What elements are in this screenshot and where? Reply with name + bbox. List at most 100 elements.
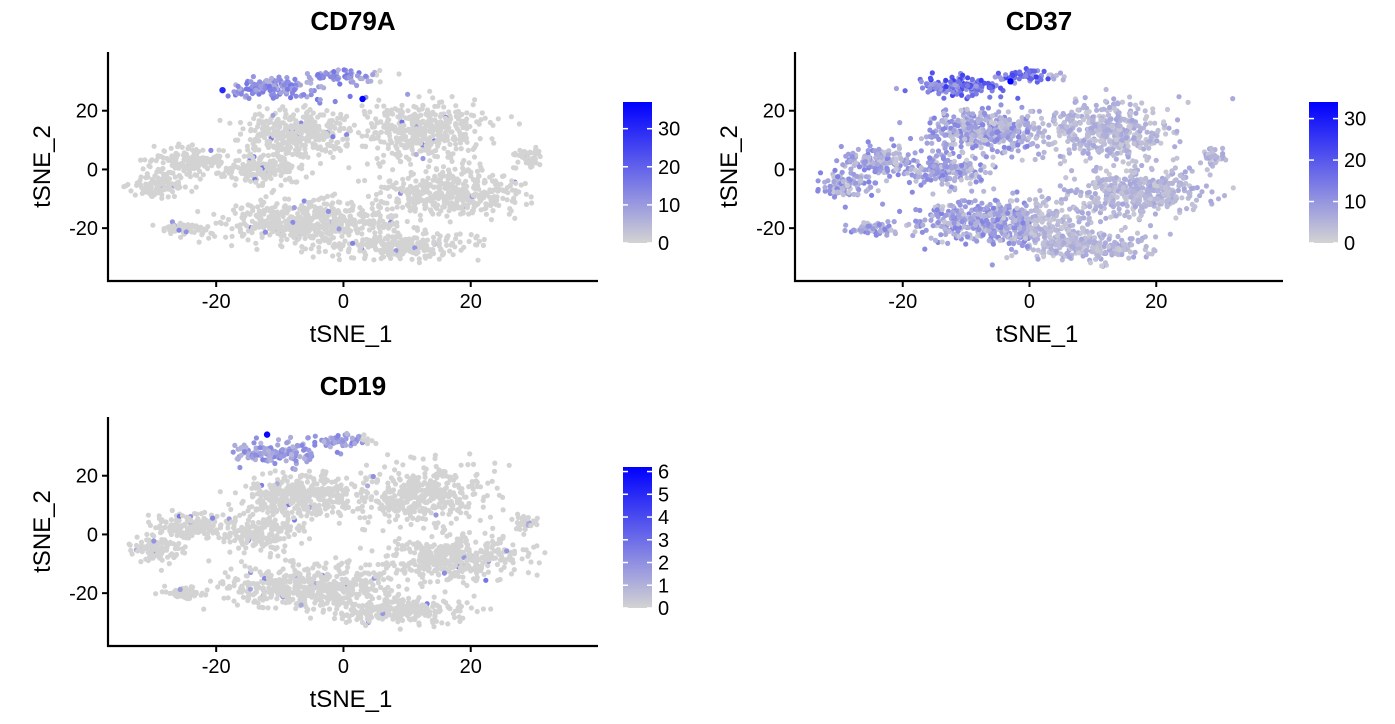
cell-point (247, 121, 253, 127)
cell-point (1164, 106, 1171, 113)
cell-point (422, 202, 428, 208)
peak-point (219, 86, 226, 94)
cell-point (286, 117, 292, 123)
cell-point (975, 118, 981, 125)
cell-point (380, 222, 386, 229)
cell-point (142, 157, 148, 163)
cell-point (454, 197, 460, 203)
cell-point (914, 223, 920, 229)
colorbar-tick-label: 20 (658, 157, 680, 179)
cell-point (375, 145, 381, 151)
cell-point (1152, 120, 1158, 126)
cell-point (994, 129, 1001, 135)
cell-point (329, 74, 336, 80)
cell-point (315, 132, 321, 138)
cell-point (364, 161, 370, 167)
cell-point (843, 153, 849, 159)
cell-point (426, 150, 432, 156)
cell-point (377, 119, 383, 125)
cell-point (930, 191, 936, 197)
cell-point (269, 189, 275, 196)
cell-point (942, 226, 948, 232)
cell-point (377, 67, 383, 74)
cell-point (440, 204, 446, 210)
cell-point (370, 72, 376, 78)
cell-point (244, 81, 250, 87)
cell-point (1176, 183, 1182, 189)
cell-point (1102, 98, 1109, 104)
cell-point (436, 183, 443, 189)
cell-point (358, 243, 365, 249)
cell-point (208, 147, 214, 153)
cell-point (244, 223, 250, 229)
cell-point (121, 184, 127, 190)
cell-point (1179, 195, 1185, 201)
cell-point (825, 178, 831, 184)
cell-point (290, 151, 296, 158)
cell-point (1143, 175, 1149, 181)
cell-point (324, 132, 330, 138)
cell-point (957, 202, 963, 208)
cell-point (337, 199, 343, 205)
cell-point (1108, 214, 1114, 220)
cell-point (1058, 200, 1065, 206)
cell-point (950, 136, 956, 142)
cell-point (468, 112, 475, 118)
cell-point (471, 200, 477, 206)
cell-point (423, 169, 429, 175)
cell-point (385, 241, 391, 247)
cell-point (1014, 197, 1020, 203)
cell-point (1037, 203, 1043, 209)
cell-point (134, 180, 140, 186)
cell-point (1038, 115, 1045, 121)
cell-point (428, 198, 434, 204)
cell-point (494, 184, 500, 190)
cell-point (501, 173, 507, 179)
cell-point (302, 235, 308, 241)
cell-point (906, 221, 912, 227)
cell-point (381, 139, 387, 145)
cell-point (981, 188, 987, 194)
cell-point (235, 83, 241, 89)
cell-point (1126, 161, 1132, 167)
cell-point (377, 229, 383, 235)
cell-point (1109, 123, 1115, 129)
cell-point (1097, 165, 1103, 171)
cell-point (1166, 125, 1172, 131)
cell-point (289, 125, 295, 131)
cell-point (237, 226, 243, 232)
cell-point (282, 177, 288, 183)
cell-point (1087, 204, 1093, 210)
cell-point (305, 213, 311, 219)
cell-point (1164, 204, 1170, 210)
cell-point (368, 238, 374, 244)
cell-point (230, 207, 237, 213)
cell-point (416, 260, 422, 266)
cell-point (1154, 188, 1160, 194)
cell-point (1040, 120, 1046, 127)
cell-point (282, 203, 288, 209)
cell-point (1187, 190, 1193, 196)
cell-point (241, 153, 247, 159)
cell-point (965, 83, 971, 89)
cell-point (907, 135, 914, 142)
cell-point (1032, 156, 1038, 163)
cell-point (1126, 214, 1132, 220)
cell-point (1125, 154, 1131, 160)
cell-point (466, 238, 472, 245)
cell-point (488, 202, 494, 209)
cell-point (377, 238, 383, 244)
cell-point (1103, 86, 1109, 93)
cell-point (863, 188, 869, 194)
cell-point (996, 201, 1002, 207)
cell-point (924, 140, 930, 146)
cell-point (164, 177, 170, 183)
cell-point (471, 204, 477, 210)
cell-point (381, 152, 387, 158)
cell-point (168, 145, 174, 151)
cell-point (317, 97, 323, 103)
cell-point (1215, 196, 1222, 202)
cell-point (448, 116, 454, 122)
cell-point (827, 183, 833, 189)
cell-point (321, 195, 327, 201)
